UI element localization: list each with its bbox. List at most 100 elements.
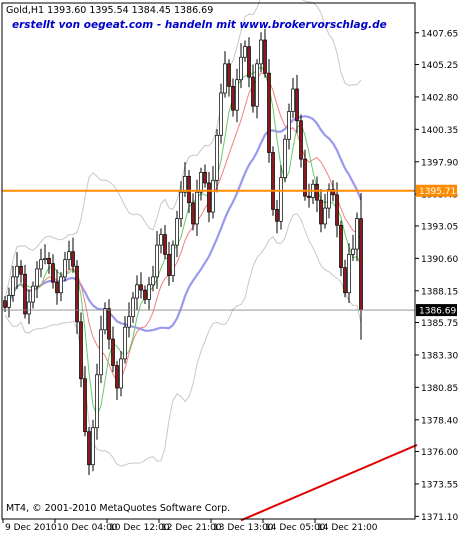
- candle: [83, 366, 87, 437]
- candle-body: [331, 189, 335, 196]
- candle-body: [347, 254, 351, 294]
- candle-body: [143, 289, 147, 300]
- candle: [339, 220, 343, 276]
- candle-body: [291, 88, 295, 112]
- candle: [39, 248, 43, 278]
- candle: [299, 114, 303, 168]
- candle: [103, 302, 107, 335]
- candle-body: [207, 182, 211, 213]
- trend-line: [240, 443, 418, 522]
- candle: [43, 244, 47, 265]
- y-tick-label: 1405.25: [421, 61, 458, 71]
- x-tick-label: 14 Dec 21:00: [317, 523, 378, 533]
- candle: [263, 29, 267, 78]
- candle: [47, 252, 51, 274]
- candle: [111, 326, 115, 373]
- candle-body: [91, 427, 95, 466]
- x-tick-label: 10 Dec 04:00: [57, 523, 118, 533]
- candle: [203, 164, 207, 188]
- x-tick-label: 9 Dec 2010: [5, 523, 57, 533]
- candle: [219, 83, 223, 144]
- candle: [215, 129, 219, 193]
- y-tick-label: 1390.60: [421, 255, 458, 265]
- chart-frame: [1, 2, 416, 520]
- y-tick-label: 1371.10: [421, 513, 458, 523]
- candle: [227, 59, 231, 97]
- candle: [51, 254, 55, 289]
- candle: [99, 315, 103, 384]
- candle: [19, 260, 23, 283]
- candle: [315, 176, 319, 213]
- ma-slow-line: [4, 115, 363, 332]
- candle-body: [271, 152, 275, 210]
- candle-body: [243, 46, 247, 58]
- candle-body: [7, 295, 11, 308]
- candle-body: [299, 120, 303, 160]
- y-tick-label: 1393.05: [421, 222, 458, 232]
- y-tick-label: 1400.35: [421, 126, 458, 136]
- candle-body: [67, 251, 71, 261]
- candle: [247, 37, 251, 88]
- candle: [191, 193, 195, 231]
- candle: [7, 287, 11, 318]
- candle: [95, 363, 99, 440]
- candle: [251, 64, 255, 113]
- candle-body: [75, 265, 79, 323]
- candle-body: [11, 276, 15, 296]
- candle-body: [31, 285, 35, 303]
- current-price-tag: 1386.69: [416, 304, 457, 317]
- candle-body: [275, 209, 279, 222]
- candle-body: [71, 251, 75, 267]
- candle: [175, 210, 179, 258]
- candle: [307, 183, 311, 208]
- candle: [355, 212, 359, 262]
- candle: [155, 230, 159, 289]
- candle: [71, 237, 75, 273]
- candle: [131, 291, 135, 324]
- candle: [79, 312, 83, 388]
- candle-body: [103, 308, 107, 331]
- y-tick-label: 1385.75: [421, 319, 458, 329]
- candle-body: [355, 218, 359, 250]
- candle-body: [295, 88, 299, 122]
- candle: [63, 251, 67, 282]
- y-tick-label: 1380.85: [421, 384, 458, 394]
- candle-body: [307, 195, 311, 198]
- candle-body: [107, 308, 111, 340]
- candle: [195, 179, 199, 236]
- candle-body: [279, 177, 283, 222]
- candle-body: [259, 39, 263, 65]
- candle: [23, 264, 27, 319]
- candle-body: [35, 268, 39, 287]
- candle-body: [179, 191, 183, 220]
- candle-body: [115, 365, 119, 389]
- candle: [207, 171, 211, 223]
- candle: [295, 74, 299, 133]
- candle-body: [159, 234, 163, 246]
- candle-body: [127, 316, 131, 328]
- candle: [123, 316, 127, 364]
- candle-body: [195, 191, 199, 225]
- candle-body: [339, 224, 343, 268]
- candle-body: [139, 284, 143, 291]
- candle-body: [283, 138, 287, 178]
- candle-body: [263, 39, 267, 74]
- candle-body: [87, 431, 91, 466]
- candle-body: [287, 111, 291, 140]
- candle: [143, 285, 147, 304]
- horizontal-levels: [2, 189, 415, 311]
- candle: [115, 360, 119, 401]
- candle: [55, 269, 59, 305]
- candle: [147, 277, 151, 310]
- candle-body: [303, 158, 307, 197]
- bollinger-bands: [4, 0, 362, 467]
- candle: [319, 189, 323, 233]
- candle-body: [215, 134, 219, 181]
- candle: [323, 193, 327, 229]
- candle: [231, 78, 235, 117]
- candles: [3, 29, 363, 475]
- candle-body: [335, 194, 339, 226]
- candle: [243, 40, 247, 62]
- candle-body: [327, 189, 331, 209]
